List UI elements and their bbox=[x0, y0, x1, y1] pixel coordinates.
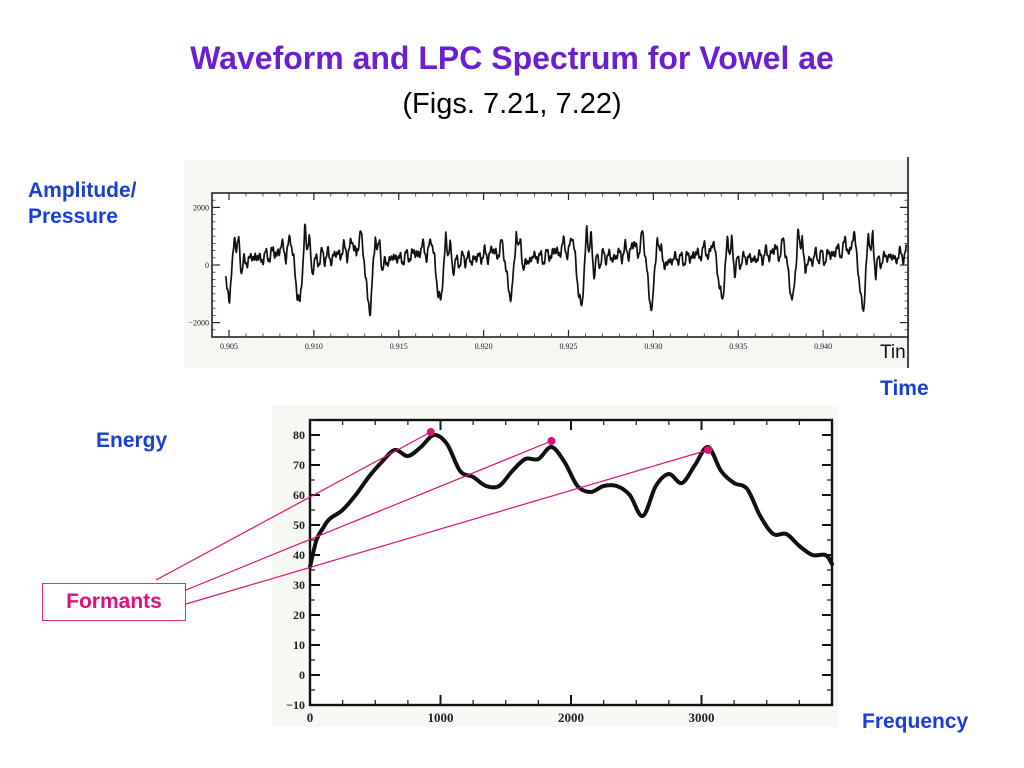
waveform-x-tick-label: 0.925 bbox=[559, 342, 577, 351]
waveform-x-tick-label: 0.930 bbox=[644, 342, 662, 351]
spectrum-y-tick-label: 40 bbox=[293, 548, 305, 562]
waveform-time-cut-label: Tin bbox=[880, 342, 906, 363]
waveform-x-ticks: 0.905 0.910 0.915 0.920 0.925 0.930 0.935 0.940 bbox=[220, 193, 892, 351]
formants-label-box: Formants bbox=[42, 583, 186, 621]
spectrum-x-tick-label: 0 bbox=[307, 710, 314, 725]
spectrum-y-tick-label: 70 bbox=[293, 458, 305, 472]
formant-marker bbox=[704, 446, 713, 454]
spectrum-y-tick-label: 20 bbox=[293, 608, 305, 622]
time-axis-label: Time bbox=[880, 377, 929, 400]
spectrum-y-tick-label: −10 bbox=[286, 698, 305, 712]
waveform-chart: 0.905 0.910 0.915 0.920 0.925 0.930 0.935 0.940… bbox=[184, 157, 910, 368]
spectrum-y-tick-label: 10 bbox=[293, 638, 305, 652]
waveform-x-tick-label: 0.915 bbox=[390, 342, 408, 351]
amplitude-axis-label: Amplitude/ Pressure bbox=[28, 178, 137, 230]
waveform-y-tick-label: 2000 bbox=[193, 203, 209, 212]
formant-leader-lines bbox=[155, 431, 709, 605]
formant-markers bbox=[426, 428, 713, 454]
spectrum-y-tick-label: 50 bbox=[293, 518, 305, 532]
amplitude-label-line1: Amplitude/ bbox=[28, 179, 137, 202]
slide-subtitle: (Figs. 7.21, 7.22) bbox=[402, 88, 622, 120]
spectrum-x-tick-label: 2000 bbox=[558, 710, 584, 725]
spectrum-y-tick-label: 30 bbox=[293, 578, 305, 592]
waveform-trace bbox=[224, 223, 908, 317]
spectrum-x-tick-label: 3000 bbox=[689, 710, 715, 725]
waveform-y-tick-label: 0 bbox=[205, 261, 209, 270]
waveform-x-tick-label: 0.905 bbox=[220, 342, 238, 351]
slide-title: Waveform and LPC Spectrum for Vowel ae bbox=[190, 40, 834, 76]
formant-leader-line bbox=[185, 440, 552, 591]
waveform-x-tick-label: 0.940 bbox=[814, 342, 832, 351]
spectrum-trace bbox=[308, 432, 834, 569]
spectrum-x-ticks: 0 1000 2000 3000 bbox=[307, 420, 801, 725]
spectrum-y-tick-label: 60 bbox=[293, 488, 305, 502]
formant-leader-line bbox=[155, 431, 431, 581]
waveform-plot-frame bbox=[211, 192, 909, 338]
spectrum-y-tick-label: 80 bbox=[293, 428, 305, 442]
spectrum-y-tick-label: 0 bbox=[299, 668, 305, 682]
frequency-axis-label: Frequency bbox=[862, 710, 969, 733]
waveform-x-tick-label: 0.935 bbox=[729, 342, 747, 351]
waveform-x-tick-label: 0.910 bbox=[305, 342, 323, 351]
waveform-y-ticks: 2000 0 −2000 bbox=[188, 192, 908, 338]
spectrum-plot-frame bbox=[308, 418, 834, 707]
amplitude-label-line2: Pressure bbox=[28, 205, 118, 228]
formant-leader-line bbox=[185, 449, 709, 605]
spectrum-y-ticks: 80 70 60 50 40 30 20 10 0 −10 bbox=[286, 419, 832, 712]
spectrum-x-tick-label: 1000 bbox=[428, 710, 454, 725]
waveform-x-tick-label: 0.920 bbox=[475, 342, 493, 351]
waveform-y-tick-label: −2000 bbox=[188, 319, 209, 328]
formant-marker bbox=[547, 437, 556, 445]
energy-axis-label: Energy bbox=[96, 429, 168, 452]
formant-marker bbox=[426, 428, 435, 436]
